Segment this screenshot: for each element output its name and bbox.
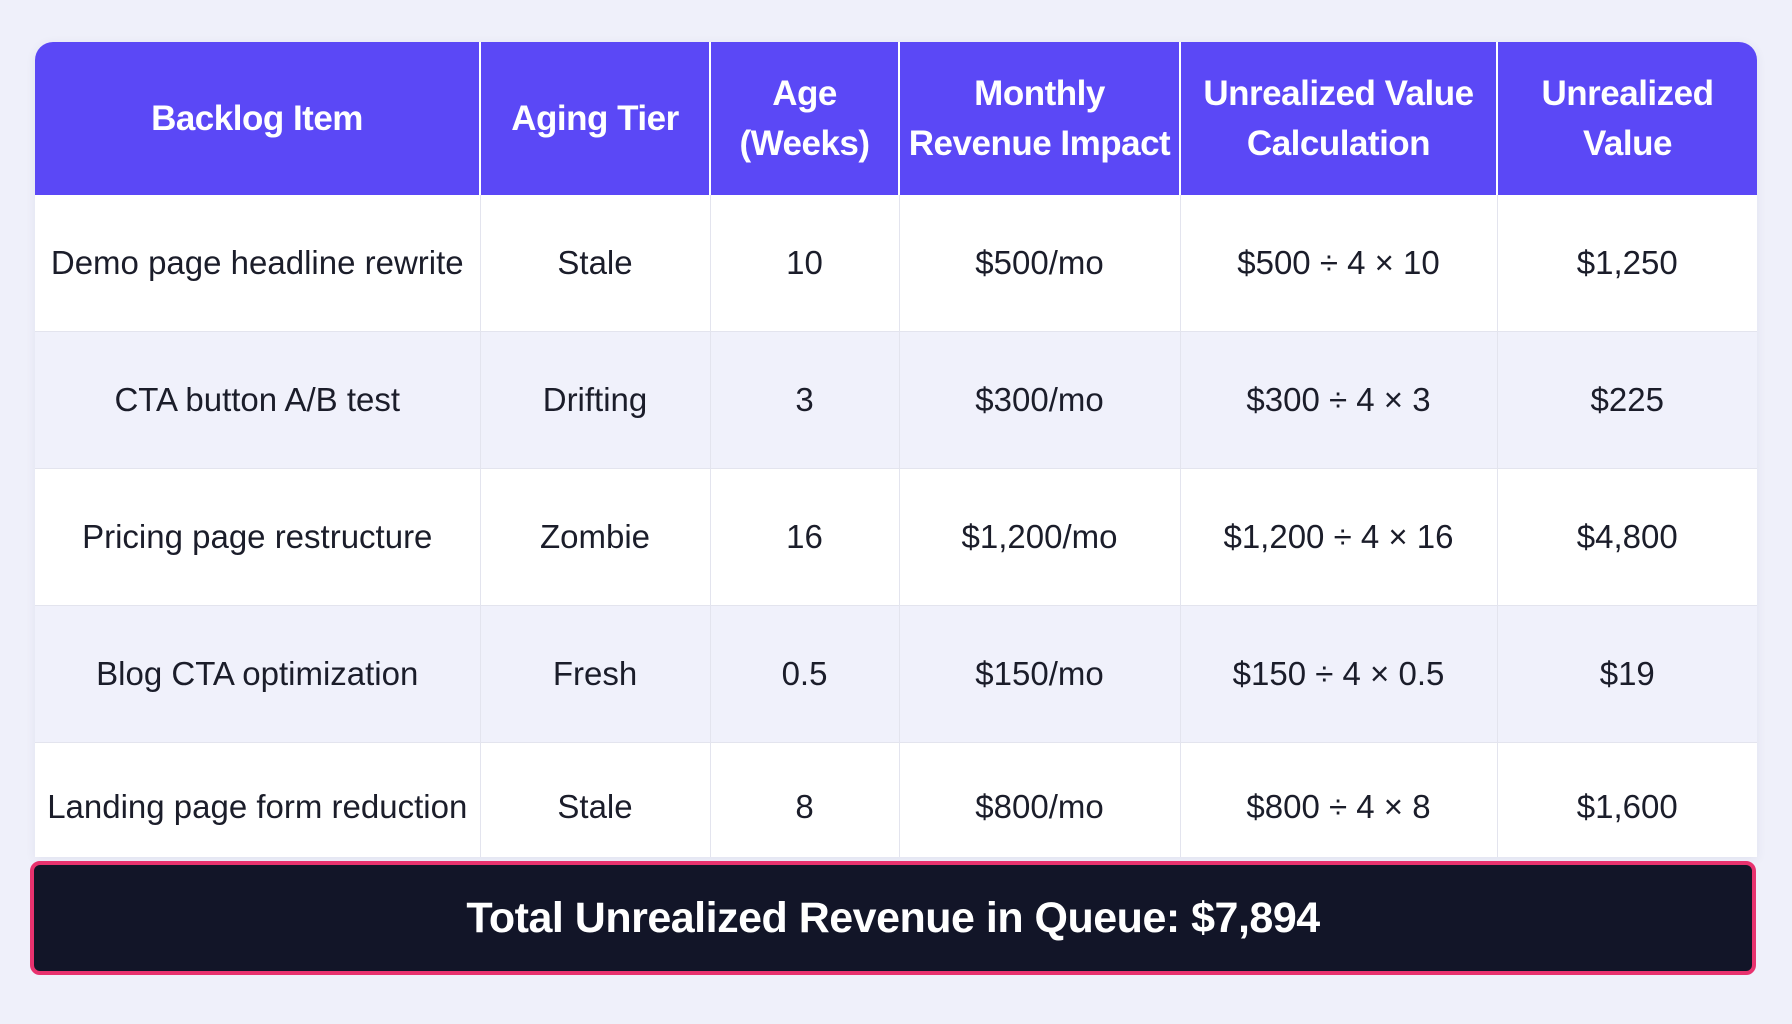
cell-backlog-item: Demo page headline rewrite <box>35 195 480 332</box>
cell-backlog-item: Blog CTA optimization <box>35 605 480 743</box>
cell-monthly-impact: $150/mo <box>898 605 1180 743</box>
cell-age: 10 <box>709 195 899 332</box>
cell-calculation: $500 ÷ 4 × 10 <box>1179 195 1497 332</box>
header-calc-line1: Unrealized Value <box>1203 73 1474 113</box>
cell-aging-tier: Drifting <box>479 331 710 469</box>
cell-age: 0.5 <box>709 605 899 743</box>
header-age-line2: (Weeks) <box>739 123 870 163</box>
cell-unrealized-value: $1,600 <box>1496 742 1757 857</box>
header-unrealized-value: Unrealized Value <box>1496 42 1757 195</box>
table-row: CTA button A/B test Drifting 3 $300/mo $… <box>35 331 1757 469</box>
total-unrealized-revenue: Total Unrealized Revenue in Queue: $7,89… <box>466 893 1320 942</box>
table-row: Blog CTA optimization Fresh 0.5 $150/mo … <box>35 605 1757 743</box>
header-value-line2: Value <box>1583 123 1672 163</box>
table-header: Backlog Item Aging Tier Age (Weeks) Mont… <box>35 42 1757 195</box>
cell-backlog-item: Pricing page restructure <box>35 468 480 606</box>
cell-age: 16 <box>709 468 899 606</box>
header-age-line1: Age <box>772 73 837 113</box>
cell-calculation: $800 ÷ 4 × 8 <box>1179 742 1497 857</box>
header-monthly-line1: Monthly <box>974 73 1105 113</box>
cell-monthly-impact: $500/mo <box>898 195 1180 332</box>
header-value-line1: Unrealized <box>1541 73 1715 113</box>
cell-monthly-impact: $800/mo <box>898 742 1180 857</box>
cell-aging-tier: Stale <box>479 195 710 332</box>
cell-backlog-item: Landing page form reduction <box>47 788 468 825</box>
header-backlog-item-label: Backlog Item <box>151 98 363 138</box>
cell-backlog-item: CTA button A/B test <box>35 331 480 469</box>
header-unrealized-value-calculation: Unrealized Value Calculation <box>1179 42 1497 195</box>
cell-aging-tier: Zombie <box>479 468 710 606</box>
header-monthly-line2: Revenue Impact <box>908 123 1171 163</box>
backlog-table: Backlog Item Aging Tier Age (Weeks) Mont… <box>35 42 1757 857</box>
header-aging-tier: Aging Tier <box>479 42 710 195</box>
cell-unrealized-value: $1,250 <box>1496 195 1757 332</box>
header-calc-line2: Calculation <box>1246 123 1431 163</box>
cell-aging-tier: Stale <box>479 742 710 857</box>
cell-monthly-impact: $300/mo <box>898 331 1180 469</box>
backlog-table-card: Backlog Item Aging Tier Age (Weeks) Mont… <box>35 42 1757 857</box>
header-monthly-revenue-impact: Monthly Revenue Impact <box>898 42 1180 195</box>
cell-aging-tier: Fresh <box>479 605 710 743</box>
table-body: Demo page headline rewrite Stale 10 $500… <box>35 195 1757 857</box>
header-age-weeks: Age (Weeks) <box>709 42 899 195</box>
header-backlog-item: Backlog Item <box>35 42 480 195</box>
cell-age: 8 <box>709 742 899 857</box>
cell-monthly-impact: $1,200/mo <box>898 468 1180 606</box>
table-row: Demo page headline rewrite Stale 10 $500… <box>35 195 1757 332</box>
header-aging-tier-label: Aging Tier <box>511 98 679 138</box>
cell-unrealized-value: $4,800 <box>1496 468 1757 606</box>
cell-calculation: $1,200 ÷ 4 × 16 <box>1179 468 1497 606</box>
cell-unrealized-value: $225 <box>1496 331 1757 469</box>
header-row: Backlog Item Aging Tier Age (Weeks) Mont… <box>35 42 1757 195</box>
table-row: Landing page form reduction Stale 8 $800… <box>35 742 1757 857</box>
cell-age: 3 <box>709 331 899 469</box>
cell-unrealized-value: $19 <box>1496 605 1757 743</box>
total-summary-bar: Total Unrealized Revenue in Queue: $7,89… <box>30 861 1756 975</box>
table-row: Pricing page restructure Zombie 16 $1,20… <box>35 468 1757 606</box>
cell-calculation: $150 ÷ 4 × 0.5 <box>1179 605 1497 743</box>
cell-calculation: $300 ÷ 4 × 3 <box>1179 331 1497 469</box>
